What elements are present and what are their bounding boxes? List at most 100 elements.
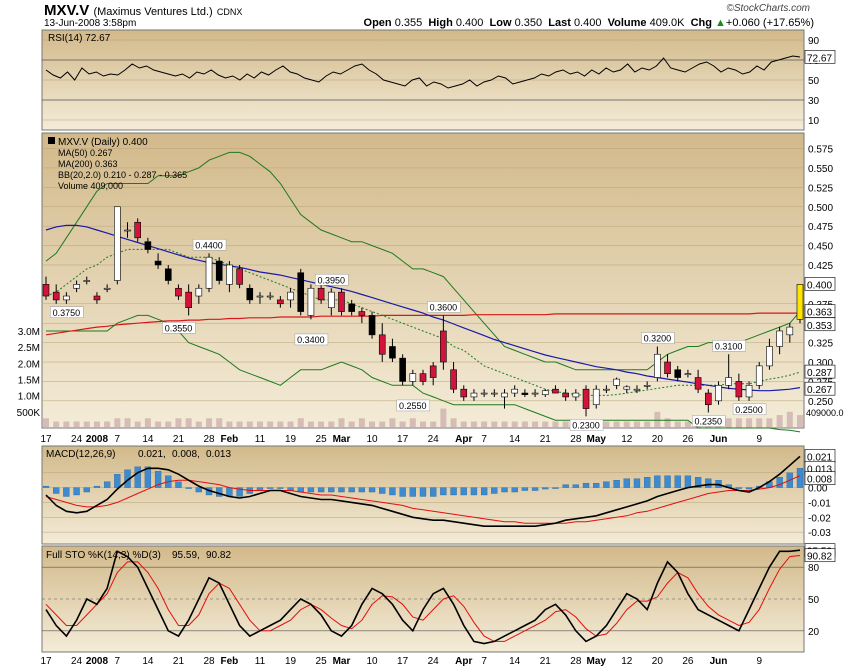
volume-bar xyxy=(237,422,243,428)
x-tick-label: 7 xyxy=(481,656,487,667)
candle-body xyxy=(389,346,395,358)
candle-body xyxy=(502,393,508,397)
volume-bar xyxy=(400,422,406,428)
volume-bar xyxy=(74,422,80,428)
macd-hist-bar xyxy=(603,482,609,488)
candle-body xyxy=(328,292,334,308)
macd-signal-tag: 0.008 xyxy=(807,475,832,486)
candle-body xyxy=(74,284,80,288)
volume-bar xyxy=(552,422,558,428)
volume-bar xyxy=(165,422,171,428)
candle-body xyxy=(318,288,324,300)
macd-y-tick: -0.02 xyxy=(808,513,831,524)
candle-body xyxy=(84,281,90,282)
price-annotation: 0.3200 xyxy=(644,333,672,343)
candle-body xyxy=(298,273,304,312)
x-tick-label: Apr xyxy=(455,656,472,667)
volume-bar xyxy=(114,418,120,428)
price-y-tick: 0.500 xyxy=(808,203,833,214)
price-y-tick: 0.575 xyxy=(808,145,833,156)
volume-bar xyxy=(186,418,192,428)
x-tick-label: 19 xyxy=(285,656,297,667)
x-tick-label: 24 xyxy=(71,656,83,667)
macd-hist-bar xyxy=(186,488,192,489)
candle-body xyxy=(125,230,131,231)
candle-body xyxy=(451,370,457,389)
x-tick-label: Apr xyxy=(455,434,472,445)
volume-bar xyxy=(318,422,324,428)
x-tick-label: Mar xyxy=(333,656,351,667)
volume-bar xyxy=(125,418,131,428)
ma50-tag: 0.267 xyxy=(807,385,832,396)
volume-bar xyxy=(155,422,161,428)
sto-legend-d: 90.82 xyxy=(206,550,231,561)
x-tick-label: 7 xyxy=(481,434,487,445)
macd-hist-bar xyxy=(665,476,671,488)
x-tick-label: 14 xyxy=(509,656,521,667)
volume-bar xyxy=(430,422,436,428)
candle-body xyxy=(226,265,232,284)
macd-hist-bar xyxy=(512,488,518,492)
macd-hist-bar xyxy=(74,488,80,495)
rsi-y-tick: 50 xyxy=(808,76,820,87)
macd-hist-bar xyxy=(175,482,181,488)
x-tick-label: 17 xyxy=(397,434,409,445)
x-tick-label: 14 xyxy=(509,434,521,445)
macd-hist-bar xyxy=(196,488,202,492)
candle-body xyxy=(145,242,151,250)
macd-hist-bar xyxy=(563,485,569,488)
volume-bar xyxy=(644,422,650,428)
x-tick-label: Jun xyxy=(710,434,728,445)
rsi-legend: RSI(14) 72.67 xyxy=(48,33,111,44)
volume-bar xyxy=(359,418,365,428)
volume-bar xyxy=(756,418,762,428)
candle-body xyxy=(277,300,283,304)
x-tick-label: 11 xyxy=(255,434,266,445)
macd-legend-signal: 0.008, xyxy=(172,449,200,460)
volume-bar xyxy=(603,422,609,428)
sto-y-tick: 50 xyxy=(808,595,820,606)
volume-bar xyxy=(298,418,304,428)
candle-body xyxy=(614,379,620,385)
x-tick-label: May xyxy=(586,656,606,667)
candle-body xyxy=(461,389,467,397)
macd-y-tick: -0.01 xyxy=(808,498,831,509)
price-annotation: 0.3950 xyxy=(318,275,346,285)
volume-bar xyxy=(563,422,569,428)
volume-bar xyxy=(145,418,151,428)
macd-hist-bar xyxy=(440,488,446,495)
x-tick-label: 14 xyxy=(142,434,154,445)
volume-bar xyxy=(206,418,212,428)
volume-bar xyxy=(369,422,375,428)
macd-hist-bar xyxy=(736,488,742,489)
macd-hist-bar xyxy=(522,488,528,491)
volume-bar xyxy=(685,422,691,428)
price-y-tick: 0.450 xyxy=(808,242,833,253)
price-y-tick: 0.325 xyxy=(808,339,833,350)
macd-hist-bar xyxy=(369,488,375,492)
volume-bar xyxy=(420,422,426,428)
macd-hist-bar xyxy=(644,477,650,487)
volume-bar xyxy=(532,422,538,428)
price-annotation: 0.2500 xyxy=(735,405,763,415)
x-tick-label: 10 xyxy=(366,434,378,445)
x-tick-label: 20 xyxy=(652,656,664,667)
candle-body xyxy=(603,389,609,390)
macd-hist-bar xyxy=(593,483,599,487)
candle-body xyxy=(410,374,416,382)
candle-body xyxy=(53,292,59,300)
price-annotation: 0.3100 xyxy=(715,341,743,351)
price-annotation: 0.2550 xyxy=(399,401,427,411)
x-tick-label: 7 xyxy=(115,656,121,667)
macd-hist-bar xyxy=(94,486,100,487)
macd-hist-bar xyxy=(43,486,49,487)
x-tick-label: Feb xyxy=(221,434,239,445)
volume-bar xyxy=(288,422,294,428)
volume-y-tick: 1.0M xyxy=(18,392,40,403)
volume-bar xyxy=(175,418,181,428)
macd-hist-bar xyxy=(338,488,344,492)
rsi-y-tick: 10 xyxy=(808,116,820,127)
macd-legend-hist: 0.013 xyxy=(206,449,231,460)
macd-hist-bar xyxy=(797,468,803,487)
x-tick-label: 28 xyxy=(203,434,215,445)
